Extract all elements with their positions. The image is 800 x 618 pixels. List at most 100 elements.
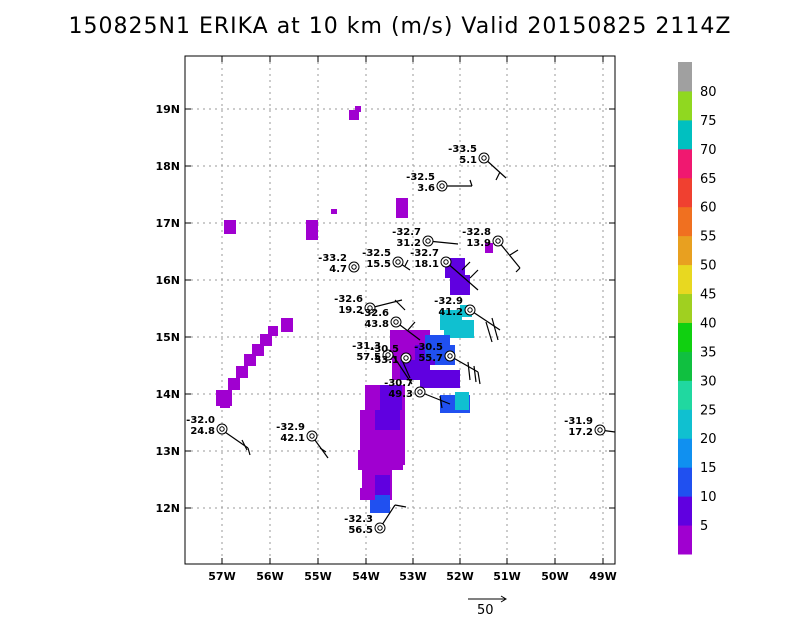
wind-cell — [444, 320, 474, 338]
station-circle-icon — [348, 261, 360, 273]
lat-tick-label: 18N — [155, 160, 180, 173]
lat-tick-label: 12N — [155, 502, 180, 515]
station-circle-icon — [400, 352, 412, 364]
lon-tick-label: 55W — [304, 570, 331, 583]
barb-segment — [404, 259, 409, 267]
wind-cell — [244, 354, 256, 366]
station-temperature: -31.3 — [352, 341, 381, 352]
wind-cell — [306, 220, 318, 240]
observations: -33.55.1-32.53.6-32.731.2-32.813.9-32.51… — [186, 144, 606, 536]
observation-station: -31.917.2 — [564, 416, 606, 438]
barb-segment — [473, 365, 477, 383]
colorbar-label: 55 — [700, 230, 717, 245]
wind-cell — [220, 400, 230, 408]
wind-cell — [358, 450, 403, 470]
lon-tick-label: 52W — [446, 570, 473, 583]
station-wind-speed: 56.5 — [348, 525, 373, 536]
station-temperature: -32.5 — [362, 248, 391, 259]
barb-segment — [469, 179, 473, 187]
barb-segment — [467, 361, 471, 381]
wind-cell — [420, 370, 460, 388]
station-circle-icon — [422, 235, 434, 247]
colorbar-swatch — [678, 235, 692, 266]
station-circle-icon — [492, 235, 504, 247]
colorbar-label: 20 — [700, 432, 717, 447]
colorbar-swatch — [678, 90, 692, 121]
wind-cell — [260, 334, 272, 346]
station-circle-icon — [594, 424, 606, 436]
station-circle-icon — [414, 386, 426, 398]
station-wind-speed: 55.7 — [418, 353, 443, 364]
wind-field — [216, 106, 493, 513]
station-circle-icon — [444, 350, 456, 362]
barb-segment — [497, 240, 521, 269]
station-wind-speed: 24.8 — [190, 426, 215, 437]
barb-segment — [477, 371, 481, 385]
wind-cell — [224, 220, 236, 234]
station-wind-speed: 18.1 — [414, 259, 439, 270]
station-temperature: -32.9 — [276, 422, 305, 433]
station-wind-speed: 53.1 — [374, 355, 399, 366]
colorbar-swatch — [678, 148, 692, 179]
colorbar: 5 10 15 20 25 30 35 40 45 50 55 60 65 70 75 80 — [678, 62, 717, 555]
colorbar-label: 65 — [700, 172, 717, 187]
station-circle-icon — [464, 304, 476, 316]
observation-station: -31.357.5 — [352, 341, 394, 363]
wind-cell — [349, 110, 359, 120]
observation-station: -32.53.6 — [406, 172, 448, 194]
wind-cell — [375, 410, 400, 430]
wind-cell — [485, 243, 493, 253]
station-circle-icon — [440, 256, 452, 268]
colorbar-swatch — [678, 322, 692, 352]
colorbar-swatch — [678, 264, 692, 295]
observation-station: -32.356.5 — [344, 514, 386, 536]
station-circle-icon — [478, 152, 490, 164]
station-wind-speed: 15.5 — [366, 259, 391, 270]
barb-segment — [221, 429, 249, 449]
station-wind-speed: 42.1 — [280, 433, 305, 444]
colorbar-swatch — [678, 206, 692, 237]
lat-tick-label: 14N — [155, 388, 180, 401]
barb-segment — [407, 321, 416, 331]
colorbar-label: 45 — [700, 288, 717, 303]
wind-cell — [355, 106, 361, 112]
colorbar-label: 40 — [700, 316, 717, 331]
station-temperature: -32.7 — [392, 227, 421, 238]
station-temperature: -30.7 — [384, 378, 413, 389]
observation-station: -32.941.2 — [434, 296, 476, 318]
station-wind-speed: 31.2 — [396, 238, 421, 249]
station-temperature: -32.5 — [406, 172, 435, 183]
colorbar-label: 10 — [700, 490, 717, 505]
colorbar-swatch — [678, 351, 692, 381]
station-wind-speed: 41.2 — [438, 307, 463, 318]
axis-labels: 57W 56W 55W 54W 53W 52W 51W 50W 49W 12N 13N 14N 15N 1… — [155, 103, 616, 583]
chart-title: 150825N1 ERIKA at 10 km (m/s) Valid 2015… — [68, 14, 732, 39]
station-wind-speed: 49.3 — [388, 389, 413, 400]
barb-segment — [394, 299, 406, 311]
station-circle-icon — [374, 522, 386, 534]
colorbar-swatch — [678, 62, 692, 92]
observation-station: -32.515.5 — [362, 248, 404, 270]
colorbar-swatch — [678, 496, 692, 526]
station-temperature: -33.5 — [448, 144, 477, 155]
observation-station: -30.749.3 — [384, 378, 426, 400]
lon-tick-label: 57W — [208, 570, 235, 583]
plot-frame — [184, 55, 616, 565]
station-temperature: -31.9 — [564, 416, 593, 427]
barb-segment — [391, 353, 413, 385]
barb-segment — [445, 261, 479, 291]
wind-cell — [450, 275, 470, 295]
colorbar-swatch — [678, 380, 692, 410]
colorbar-label: 15 — [700, 461, 717, 476]
lon-tick-label: 51W — [493, 570, 520, 583]
station-temperature: -32.8 — [462, 227, 491, 238]
station-temperature: -32.7 — [410, 248, 439, 259]
colorbar-label: 25 — [700, 403, 717, 418]
observation-station: -32.731.2 — [392, 227, 434, 249]
colorbar-label: 60 — [700, 201, 717, 216]
barb-segment — [515, 267, 521, 273]
colorbar-label: 35 — [700, 345, 717, 360]
barb-segment — [485, 321, 493, 343]
station-circle-icon — [436, 180, 448, 192]
